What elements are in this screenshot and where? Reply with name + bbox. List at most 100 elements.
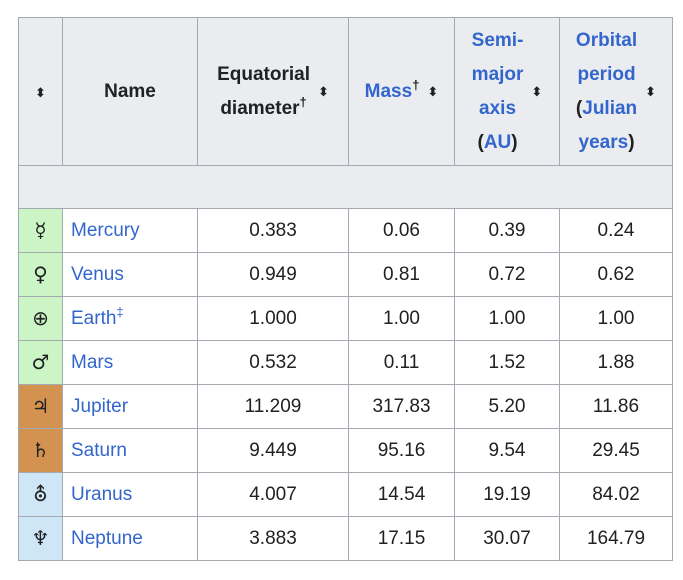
planet-name-link[interactable]: Uranus xyxy=(71,483,133,505)
orbital-period-cell: 29.45 xyxy=(559,428,673,473)
planet-name-cell: Earth‡ xyxy=(62,296,198,341)
planet-name-cell: Uranus xyxy=(62,472,198,517)
header-row: ⬍ Name Equatorial diameter† ⬍ xyxy=(18,17,673,166)
planet-symbol-icon[interactable]: ♂ xyxy=(31,350,50,374)
semi-major-axis-cell: 0.39 xyxy=(454,208,560,253)
planet-symbol-icon[interactable]: ⊕ xyxy=(32,306,49,330)
spacer-cell xyxy=(18,165,673,209)
mass-link[interactable]: Mass xyxy=(364,80,413,102)
planet-symbol-icon[interactable]: ♄ xyxy=(31,438,50,462)
planet-symbol-cell: ♃ xyxy=(18,384,63,429)
table-row: ⛢ Uranus 4.007 14.54 19.19 84.02 xyxy=(18,472,673,517)
planet-symbol-cell: ⛢ xyxy=(18,472,63,517)
symbol-column-header[interactable]: ⬍ xyxy=(18,17,63,166)
planets-table: ⬍ Name Equatorial diameter† ⬍ xyxy=(18,17,673,561)
semi-major-axis-cell: 19.19 xyxy=(454,472,560,517)
diameter-header-line2: diameter xyxy=(220,97,300,119)
semi-major-axis-link[interactable]: Semi-major axis xyxy=(471,29,524,119)
planet-name-link[interactable]: Earth xyxy=(71,307,117,329)
double-dagger-footnote[interactable]: ‡ xyxy=(116,304,124,320)
orbital-period-header-label: Orbital period (Julian years) xyxy=(575,29,638,153)
planet-symbol-cell: ♀ xyxy=(18,252,63,297)
name-column-header[interactable]: Name xyxy=(62,17,198,166)
planet-symbol-cell: ♄ xyxy=(18,428,63,473)
planet-name-cell: Venus xyxy=(62,252,198,297)
orbital-period-link[interactable]: Orbital period xyxy=(575,29,638,85)
planet-name-cell: Mercury xyxy=(62,208,198,253)
planet-symbol-icon[interactable]: ☿ xyxy=(34,218,47,242)
sort-icon[interactable]: ⬍ xyxy=(318,84,329,99)
table-body: ☿ Mercury 0.383 0.06 0.39 0.24 ♀ Venus 0.949 0.81… xyxy=(18,165,673,561)
planet-name-link[interactable]: Neptune xyxy=(71,527,143,549)
diameter-cell: 3.883 xyxy=(197,516,349,561)
mass-cell: 95.16 xyxy=(348,428,455,473)
spacer-row xyxy=(18,165,673,209)
orbital-period-cell: 0.24 xyxy=(559,208,673,253)
table-row: ♀ Venus 0.949 0.81 0.72 0.62 xyxy=(18,252,673,297)
table-row: ♂ Mars 0.532 0.11 1.52 1.88 xyxy=(18,340,673,385)
planet-name-link[interactable]: Venus xyxy=(71,263,124,285)
planet-name-link[interactable]: Mercury xyxy=(71,219,140,241)
dagger-footnote[interactable]: † xyxy=(412,77,420,93)
table-row: ⊕ Earth‡ 1.000 1.00 1.00 1.00 xyxy=(18,296,673,341)
planet-symbol-cell: ⊕ xyxy=(18,296,63,341)
julian-year-link[interactable]: Julian years xyxy=(578,97,638,153)
semi-major-axis-cell: 1.00 xyxy=(454,296,560,341)
mass-cell: 14.54 xyxy=(348,472,455,517)
planet-symbol-icon[interactable]: ♆ xyxy=(31,526,50,550)
planet-name-link[interactable]: Saturn xyxy=(71,439,127,461)
orbital-period-cell: 11.86 xyxy=(559,384,673,429)
diameter-cell: 9.449 xyxy=(197,428,349,473)
diameter-cell: 0.949 xyxy=(197,252,349,297)
planet-symbol-icon[interactable]: ♃ xyxy=(31,394,50,418)
diameter-cell: 0.532 xyxy=(197,340,349,385)
diameter-cell: 1.000 xyxy=(197,296,349,341)
semi-major-axis-cell: 30.07 xyxy=(454,516,560,561)
planet-symbol-cell: ♂ xyxy=(18,340,63,385)
semi-major-axis-column-header[interactable]: Semi-major axis (AU) ⬍ xyxy=(454,17,560,166)
table-row: ♃ Jupiter 11.209 317.83 5.20 11.86 xyxy=(18,384,673,429)
orbital-period-column-header[interactable]: Orbital period (Julian years) ⬍ xyxy=(559,17,673,166)
table-row: ☿ Mercury 0.383 0.06 0.39 0.24 xyxy=(18,208,673,253)
planet-symbol-cell: ☿ xyxy=(18,208,63,253)
au-link[interactable]: AU xyxy=(483,131,512,153)
mass-cell: 1.00 xyxy=(348,296,455,341)
orbital-period-cell: 1.88 xyxy=(559,340,673,385)
planet-name-cell: Mars xyxy=(62,340,198,385)
sort-icon[interactable]: ⬍ xyxy=(35,85,46,100)
orbital-period-cell: 84.02 xyxy=(559,472,673,517)
orbital-period-cell: 1.00 xyxy=(559,296,673,341)
sort-icon[interactable]: ⬍ xyxy=(531,84,543,99)
semi-major-axis-header-label: Semi-major axis (AU) xyxy=(471,29,524,153)
orbital-period-cell: 0.62 xyxy=(559,252,673,297)
mass-cell: 17.15 xyxy=(348,516,455,561)
sort-icon[interactable]: ⬍ xyxy=(645,84,657,99)
semi-major-axis-cell: 1.52 xyxy=(454,340,560,385)
mass-cell: 0.06 xyxy=(348,208,455,253)
planet-name-link[interactable]: Mars xyxy=(71,351,114,373)
planet-name-link[interactable]: Jupiter xyxy=(71,395,129,417)
mass-cell: 317.83 xyxy=(348,384,455,429)
diameter-column-header[interactable]: Equatorial diameter† ⬍ xyxy=(197,17,349,166)
mass-column-header[interactable]: Mass† ⬍ xyxy=(348,17,455,166)
planet-name-cell: Saturn xyxy=(62,428,198,473)
planet-symbol-icon[interactable]: ⛢ xyxy=(33,482,48,506)
name-header-label: Name xyxy=(104,80,156,102)
sort-icon[interactable]: ⬍ xyxy=(427,84,439,99)
diameter-cell: 11.209 xyxy=(197,384,349,429)
diameter-header-line1: Equatorial xyxy=(217,63,310,85)
table-row: ♆ Neptune 3.883 17.15 30.07 164.79 xyxy=(18,516,673,561)
planet-symbol-icon[interactable]: ♀ xyxy=(33,262,48,286)
mass-cell: 0.81 xyxy=(348,252,455,297)
planet-name-cell: Jupiter xyxy=(62,384,198,429)
diameter-header-label: Equatorial diameter† xyxy=(217,58,310,126)
dagger-footnote[interactable]: † xyxy=(299,94,307,110)
orbital-period-cell: 164.79 xyxy=(559,516,673,561)
semi-major-axis-cell: 9.54 xyxy=(454,428,560,473)
table-row: ♄ Saturn 9.449 95.16 9.54 29.45 xyxy=(18,428,673,473)
diameter-cell: 4.007 xyxy=(197,472,349,517)
planet-symbol-cell: ♆ xyxy=(18,516,63,561)
diameter-cell: 0.383 xyxy=(197,208,349,253)
semi-major-axis-cell: 0.72 xyxy=(454,252,560,297)
